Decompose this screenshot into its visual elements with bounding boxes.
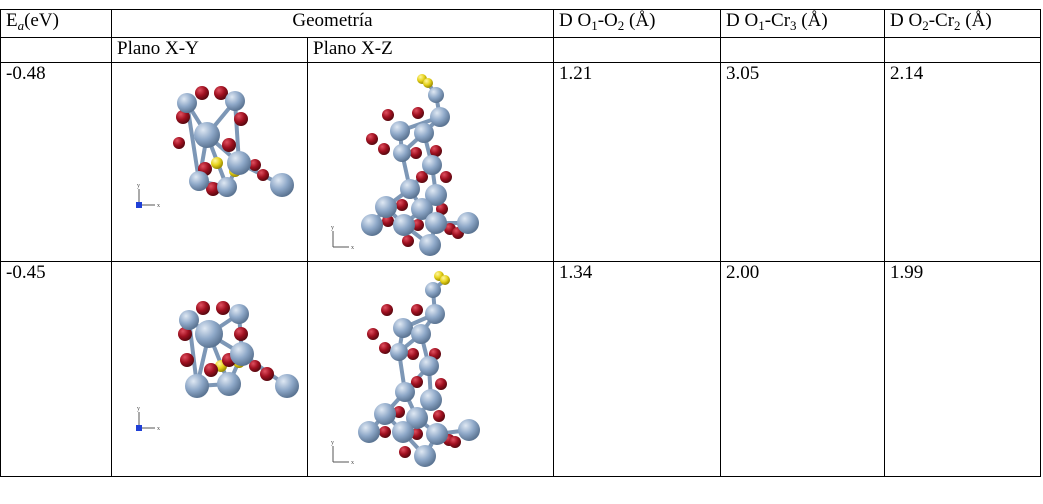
distance-o1-o2-value: 1.34 bbox=[553, 261, 721, 477]
distance-o1-o2-header: D O1-O2 (Å) bbox=[553, 9, 721, 38]
geometry-table: Ea(eV) Geometría D O1-O2 (Å) D O1-Cr3 (Å… bbox=[0, 9, 1041, 477]
structure-atoms bbox=[178, 301, 299, 398]
distance-o1-o2-value: 1.21 bbox=[553, 62, 721, 262]
axis-triad-icon: yx bbox=[136, 406, 160, 432]
geometry-header: Geometría bbox=[111, 9, 554, 38]
distance-o2-cr2-header: D O2-Cr2 (Å) bbox=[884, 9, 1041, 38]
svg-text:y: y bbox=[331, 225, 334, 231]
svg-text:y: y bbox=[137, 406, 140, 412]
svg-text:x: x bbox=[157, 426, 160, 432]
distance-o1-cr3-header: D O1-Cr3 (Å) bbox=[720, 9, 885, 38]
svg-text:x: x bbox=[351, 245, 354, 251]
subheader-empty bbox=[0, 37, 112, 63]
energy-value: -0.45 bbox=[0, 261, 112, 477]
energy-header: Ea(eV) bbox=[0, 9, 112, 38]
axis-triad-icon: yx bbox=[331, 440, 354, 466]
distance-o1-cr3-value: 2.00 bbox=[720, 261, 885, 477]
axis-triad-icon: yx bbox=[331, 225, 354, 251]
svg-text:x: x bbox=[351, 460, 354, 466]
svg-text:y: y bbox=[331, 440, 334, 446]
distance-o2-cr2-value: 1.99 bbox=[884, 261, 1041, 477]
subheader-row: Plano X-Y Plano X-Z bbox=[0, 37, 1041, 63]
header-row: Ea(eV) Geometría D O1-O2 (Å) D O1-Cr3 (Å… bbox=[0, 9, 1041, 38]
energy-value: -0.48 bbox=[0, 62, 112, 262]
plane-xz-label: Plano X-Z bbox=[307, 37, 554, 63]
plane-xy-label: Plano X-Y bbox=[111, 37, 308, 63]
svg-text:x: x bbox=[157, 203, 160, 209]
axis-triad-icon: yx bbox=[136, 183, 160, 209]
structure-atoms bbox=[361, 74, 479, 256]
structure-atoms bbox=[173, 86, 294, 197]
structure-atoms bbox=[358, 271, 480, 467]
distance-o2-cr2-value: 2.14 bbox=[884, 62, 1041, 262]
svg-text:y: y bbox=[137, 183, 140, 189]
distance-o1-cr3-value: 3.05 bbox=[720, 62, 885, 262]
